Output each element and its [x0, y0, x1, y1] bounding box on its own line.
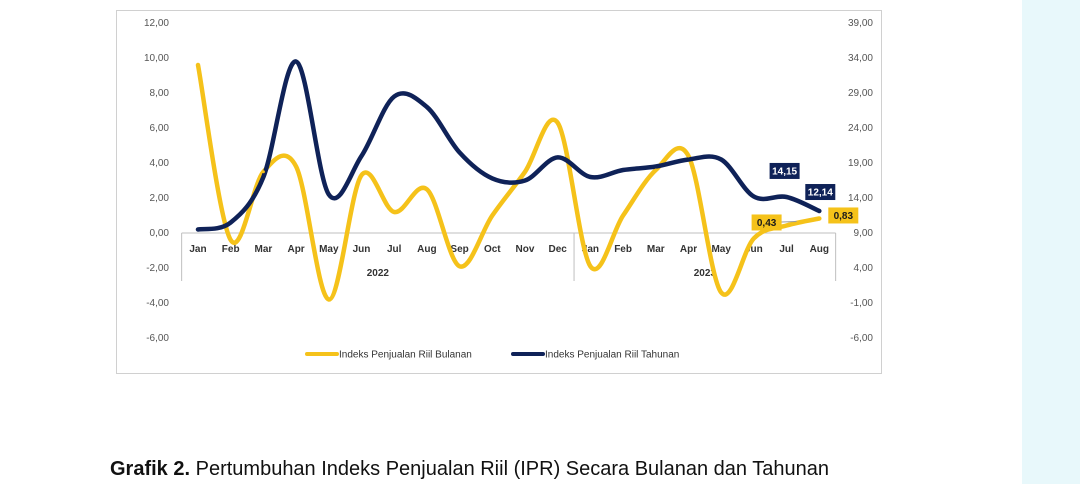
point-bulanan	[490, 214, 494, 217]
point-tahunan	[458, 151, 462, 154]
point-bulanan	[425, 187, 429, 191]
point-tahunan	[817, 209, 821, 213]
data-label-bulanan: 0,83	[834, 211, 854, 222]
point-tahunan	[654, 165, 658, 168]
month-label: Feb	[222, 244, 240, 255]
point-bulanan	[327, 298, 331, 301]
point-tahunan	[719, 158, 723, 161]
point-tahunan	[327, 193, 331, 196]
point-tahunan	[196, 228, 200, 231]
month-label: Aug	[810, 244, 829, 255]
left-axis-tick: 10,00	[144, 53, 169, 64]
point-bulanan	[719, 291, 723, 294]
point-tahunan	[752, 195, 756, 199]
month-label: Jan	[582, 244, 599, 255]
right-background-strip	[1022, 0, 1080, 484]
point-bulanan	[752, 236, 756, 240]
point-bulanan	[196, 63, 200, 67]
point-tahunan	[229, 221, 233, 224]
point-tahunan	[425, 105, 429, 109]
point-bulanan	[229, 238, 233, 242]
month-label: Oct	[484, 244, 501, 255]
month-label: Apr	[680, 244, 697, 255]
point-tahunan	[523, 179, 527, 182]
left-axis-tick: -2,00	[146, 263, 169, 274]
month-label: Feb	[614, 244, 632, 255]
month-label: Jun	[353, 244, 371, 255]
right-axis-tick: 34,00	[848, 53, 873, 64]
month-label: Mar	[255, 244, 273, 255]
point-bulanan	[360, 173, 363, 177]
left-axis-tick: 2,00	[150, 193, 170, 204]
left-axis-tick: 8,00	[150, 88, 170, 99]
month-label: Jun	[745, 244, 763, 255]
point-tahunan	[621, 168, 625, 172]
point-tahunan	[392, 95, 396, 98]
month-label: Jan	[189, 244, 206, 255]
left-axis-tick: -4,00	[146, 298, 169, 309]
month-label: Nov	[516, 244, 535, 255]
month-label: Mar	[647, 244, 665, 255]
right-axis-tick: 9,00	[854, 228, 874, 239]
month-label: Jul	[779, 244, 794, 255]
data-label-tahunan-box	[805, 184, 836, 201]
month-label: May	[319, 244, 339, 255]
chart-caption: Grafik 2. Pertumbuhan Indeks Penjualan R…	[110, 458, 829, 481]
data-label-tahunan-box	[769, 162, 800, 179]
data-label-tahunan: 14,15	[772, 166, 797, 177]
month-label: May	[711, 244, 731, 255]
point-tahunan	[490, 176, 494, 180]
point-tahunan	[556, 155, 560, 159]
month-label: Sep	[450, 244, 468, 255]
point-bulanan	[588, 264, 592, 268]
month-label: Apr	[287, 244, 304, 255]
right-axis-tick: 24,00	[848, 123, 873, 134]
point-bulanan	[621, 214, 625, 217]
right-axis-tick: 4,00	[854, 263, 874, 274]
left-axis-tick: 0,00	[150, 228, 170, 239]
left-axis-tick: 6,00	[150, 123, 170, 134]
data-label-bulanan-box	[751, 214, 782, 231]
right-axis-tick: 29,00	[848, 88, 873, 99]
point-tahunan	[687, 158, 690, 161]
year-label: 2022	[367, 268, 390, 279]
point-tahunan	[785, 195, 789, 199]
data-label-tahunan: 12,14	[808, 188, 833, 199]
right-axis-tick: 14,00	[848, 193, 873, 204]
point-tahunan	[360, 154, 363, 158]
right-axis-tick: -1,00	[850, 298, 873, 309]
left-axis-tick: -6,00	[146, 333, 169, 344]
chart-frame: 12,00 10,00 8,00 6,00 4,00 2,00 0,00 -2,00 -4,00…	[116, 10, 882, 374]
legend-label-bulanan: Indeks Penjualan Riil Bulanan	[339, 350, 472, 361]
point-bulanan	[817, 216, 821, 220]
data-label-bulanan-box	[828, 207, 859, 224]
caption-prefix: Grafik 2.	[110, 458, 191, 480]
month-label: Dec	[549, 244, 568, 255]
month-label: Jul	[387, 244, 402, 255]
point-bulanan	[294, 165, 298, 168]
left-axis-tick: 12,00	[144, 18, 169, 29]
series-line-tahunan	[195, 59, 822, 232]
point-bulanan	[458, 264, 462, 268]
point-bulanan	[654, 168, 658, 172]
point-tahunan	[588, 175, 592, 179]
year-label: 2023	[694, 268, 717, 279]
point-tahunan	[294, 60, 298, 63]
point-tahunan	[261, 175, 265, 179]
month-label: Aug	[417, 244, 436, 255]
right-axis-tick: 39,00	[848, 18, 873, 29]
right-axis-tick: 19,00	[848, 158, 873, 169]
point-bulanan	[785, 223, 789, 227]
right-axis-tick: -6,00	[850, 333, 873, 344]
point-bulanan	[392, 210, 396, 214]
point-bulanan	[261, 170, 265, 174]
left-axis-tick: 4,00	[150, 158, 170, 169]
point-bulanan	[687, 154, 690, 158]
point-bulanan	[556, 121, 560, 125]
point-bulanan	[523, 170, 527, 174]
line-chart: 12,00 10,00 8,00 6,00 4,00 2,00 0,00 -2,00 -4,00…	[144, 18, 874, 361]
legend-label-tahunan: Indeks Penjualan Riil Tahunan	[545, 350, 679, 361]
caption-text: Pertumbuhan Indeks Penjualan Riil (IPR) …	[190, 458, 829, 480]
data-label-bulanan: 0,43	[757, 218, 777, 229]
